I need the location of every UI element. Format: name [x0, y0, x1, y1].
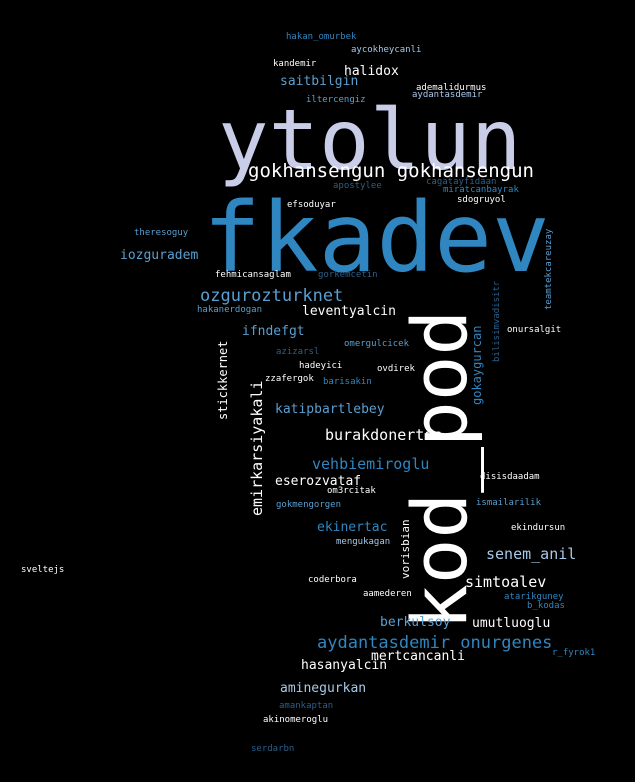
word-atarikguney: atarikguney: [504, 592, 564, 602]
word-cagatayfidaan: cagatayfidaan: [426, 177, 497, 187]
word-ytolun: ytolun: [218, 91, 522, 189]
word-ademalidurmus: ademalidurmus: [416, 83, 487, 93]
word-onursalgit: onursalgit: [507, 325, 562, 335]
word-katipbartlebey: katipbartlebey: [275, 402, 385, 417]
word-coderbora: coderbora: [308, 575, 357, 585]
word-gokaygurcan: gokaygurcan: [470, 325, 484, 405]
word-disisdaadam: disisdaadam: [480, 472, 540, 482]
word-zzafergok: zzafergok: [265, 374, 314, 384]
word-ismailarilik: ismailarilik: [476, 498, 542, 508]
word-halidox: halidox: [344, 64, 399, 79]
word-barisakin: barisakin: [323, 377, 372, 387]
word-omergulcicek: omergulcicek: [344, 339, 410, 349]
word-aydantasdemir-onurgenes: aydantasdemir onurgenes: [317, 633, 553, 653]
word-fkadev: fkadev: [203, 182, 550, 294]
word-ekindursun: ekindursun: [511, 523, 566, 533]
word-teamtekcareuzay: teamtekcareuzay: [544, 228, 554, 310]
word-hakanerdogan: hakanerdogan: [197, 305, 263, 315]
word-aycokheycanli: aycokheycanli: [351, 45, 422, 55]
word-sdogruyol: sdogruyol: [457, 195, 506, 205]
word-gorkemcetin: gorkemcetin: [318, 270, 378, 280]
word-iozguradem: iozguradem: [120, 248, 199, 263]
word-theresoguy: theresoguy: [134, 228, 189, 238]
word-ozgurozturknet: ozgurozturknet: [200, 286, 344, 306]
word-emirkarsiyakali: emirkarsiyakali: [248, 380, 266, 516]
word-bilisimvadisitr: bilisimvadisitr: [492, 280, 502, 362]
word-azizarsl: azizarsl: [276, 347, 320, 357]
word-gokmengorgen: gokmengorgen: [276, 500, 342, 510]
word-eserozvataf: eserozvataf: [275, 474, 362, 489]
word-ifndefgt: ifndefgt: [242, 324, 305, 339]
word-vorisbian: vorisbian: [399, 519, 412, 579]
word-mengukagan: mengukagan: [336, 537, 391, 547]
word-simtoalev: simtoalev: [465, 573, 547, 591]
word-hakan-omurbek: hakan_omurbek: [286, 32, 357, 42]
word-amankaptan: amankaptan: [279, 701, 334, 711]
word-hasanyalcin: hasanyalcin: [301, 658, 388, 673]
word-senem-anil: senem_anil: [486, 545, 577, 563]
word-fehmicansaglam: fehmicansaglam: [215, 270, 291, 280]
word-om3rcitak: om3rcitak: [327, 486, 376, 496]
word-serdarbn: serdarbn: [251, 744, 295, 754]
word-aamederen: aamederen: [363, 589, 412, 599]
word-stickkernet: stickkernet: [216, 340, 230, 420]
word-b-kodas: b_kodas: [527, 601, 565, 611]
word-aydantasdemir-small: aydantasdemir: [412, 90, 483, 100]
word-leventyalcin: leventyalcin: [302, 304, 396, 319]
word-burakdonertas: burakdonertas: [325, 426, 443, 444]
word-hadeyici: hadeyici: [299, 361, 343, 371]
word-saitbilgin: saitbilgin: [280, 74, 359, 89]
word-iltercengiz: iltercengiz: [306, 95, 366, 105]
word-akinomeroglu: akinomeroglu: [263, 715, 329, 725]
word-efsoduyar: efsoduyar: [287, 200, 336, 210]
word-aminegurkan: aminegurkan: [280, 681, 367, 696]
word-miratcanbayrak: miratcanbayrak: [443, 185, 519, 195]
word-r-fyrok1: r_fyrok1: [552, 648, 596, 658]
word-ovdirek: ovdirek: [377, 364, 415, 374]
word-vehbiemiroglu: vehbiemiroglu: [312, 455, 430, 473]
word-sveltejs: sveltejs: [21, 565, 65, 575]
word-berkulsoy: berkulsoy: [380, 615, 451, 630]
word-gokhansengun-gokhansengun: gokhansengun gokhansengun: [248, 160, 534, 182]
word-ekinertac: ekinertac: [317, 520, 388, 535]
word-apostylee: apostylee: [333, 181, 382, 191]
word-kandemir: kandemir: [273, 59, 317, 69]
word-mertcancanli: mertcancanli: [371, 649, 465, 664]
word-umutluoglu: umutluoglu: [472, 616, 551, 631]
